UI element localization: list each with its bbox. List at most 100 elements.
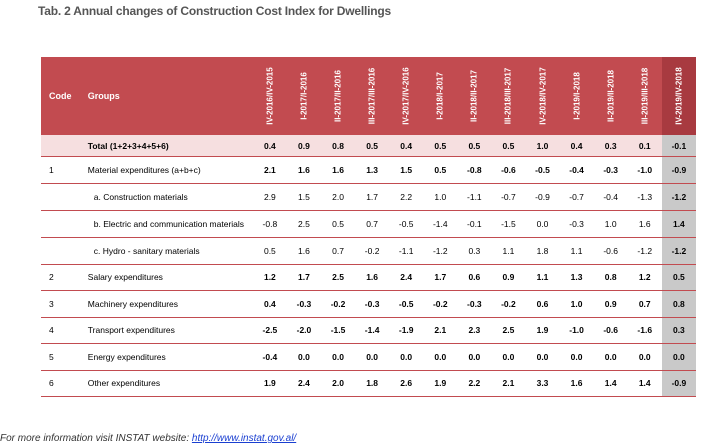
value-cell: -0.9 — [525, 183, 560, 211]
value-cell: -1.4 — [423, 210, 458, 238]
period-column-header: II-2017/II-2016 — [321, 57, 356, 135]
period-label: IV-2018/IV-2017 — [538, 67, 547, 125]
table-row: c. Hydro - sanitary materials 0.5 1.6 0.7 -0… — [41, 237, 696, 265]
value-cell: 0.5 — [423, 156, 458, 184]
table-row: Total (1+2+3+4+5+6) 0.4 0.9 0.8 0.5 0.4 0.5 0.5… — [41, 135, 696, 157]
value-cell: 1.0 — [593, 210, 628, 238]
value-cell: 0.5 — [355, 135, 390, 157]
value-cell: 0.0 — [525, 210, 560, 238]
value-cell: -0.3 — [286, 290, 321, 318]
period-column-header: I-2018/I-2017 — [423, 57, 458, 135]
value-cell: 1.8 — [355, 370, 390, 397]
period-label: IV-2019/IV-2018 — [674, 67, 684, 125]
value-cell: 2.5 — [286, 210, 321, 238]
value-cell: 0.6 — [457, 264, 492, 291]
value-cell: 1.6 — [286, 237, 321, 265]
value-cell: 1.9 — [252, 370, 287, 397]
row-group: Machinery expenditures — [79, 290, 253, 318]
value-cell: 2.1 — [491, 370, 526, 397]
value-cell: -2.5 — [252, 317, 287, 344]
period-column-header: IV-2018/IV-2017 — [525, 57, 560, 135]
value-cell: 0.5 — [423, 135, 458, 157]
value-cell: 0.0 — [525, 343, 560, 371]
value-cell: -0.5 — [389, 290, 424, 318]
value-cell: 0.3 — [661, 317, 696, 344]
table-row: b. Electric and communication materials -… — [41, 210, 696, 238]
row-code: 6 — [41, 370, 80, 397]
value-cell: 0.3 — [457, 237, 492, 265]
period-column-header: III-2019/III-2018 — [627, 57, 662, 135]
row-group: Total (1+2+3+4+5+6) — [79, 135, 253, 157]
row-code — [41, 210, 80, 238]
value-cell: -1.1 — [389, 237, 424, 265]
value-cell: 1.7 — [286, 264, 321, 291]
groups-column-header: Groups — [79, 57, 253, 135]
row-code: 3 — [41, 290, 80, 318]
table-row: 6 Other expenditures 1.9 2.4 2.0 1.8 2.6 1.9 2.2… — [41, 370, 696, 397]
value-cell: 0.0 — [286, 343, 321, 371]
row-group: Material expenditures (a+b+c) — [79, 156, 253, 184]
value-cell: -0.9 — [661, 156, 696, 184]
value-cell: -0.3 — [593, 156, 628, 184]
value-cell: 0.6 — [525, 290, 560, 318]
value-cell: -0.8 — [457, 156, 492, 184]
value-cell: -0.5 — [389, 210, 424, 238]
value-cell: -0.4 — [593, 183, 628, 211]
value-cell: 1.7 — [423, 264, 458, 291]
value-cell: 1.9 — [423, 370, 458, 397]
value-cell: 0.8 — [321, 135, 356, 157]
instat-website-link[interactable]: http://www.instat.gov.al/ — [191, 433, 297, 444]
value-cell: 1.1 — [559, 237, 594, 265]
period-label: IV-2017/IV-2016 — [401, 67, 411, 125]
value-cell: -1.1 — [457, 183, 492, 211]
value-cell: 0.4 — [389, 135, 424, 157]
value-cell: 0.0 — [389, 343, 424, 371]
value-cell: 0.8 — [593, 264, 628, 291]
value-cell: -0.4 — [559, 156, 594, 184]
row-group: Other expenditures — [79, 370, 253, 397]
value-cell: -0.6 — [593, 317, 628, 344]
value-cell: 0.5 — [252, 237, 287, 265]
value-cell: -0.9 — [661, 370, 696, 397]
value-cell: 1.4 — [593, 370, 628, 397]
value-cell: -1.4 — [355, 317, 390, 344]
value-cell: -1.2 — [627, 237, 662, 265]
period-column-header: III-2018/III-2017 — [491, 57, 526, 135]
value-cell: -0.7 — [491, 183, 526, 211]
value-cell: -0.3 — [355, 290, 390, 318]
value-cell: 0.0 — [321, 343, 356, 371]
value-cell: 0.4 — [252, 290, 287, 318]
value-cell: 3.3 — [525, 370, 560, 397]
value-cell: 0.0 — [355, 343, 390, 371]
footer-text: For more information visit INSTAT websit… — [0, 433, 192, 444]
period-label: IV-2016/IV-2015 — [265, 67, 275, 125]
row-group: Salary expenditures — [79, 264, 253, 291]
value-cell: -0.2 — [491, 290, 526, 318]
period-label: I-2018/I-2017 — [435, 72, 445, 120]
value-cell: -0.6 — [491, 156, 526, 184]
value-cell: -0.7 — [559, 183, 594, 211]
table-header-row: Code Groups IV-2016/IV-2015 I-2017/I-2016… — [41, 57, 696, 135]
value-cell: 0.0 — [661, 343, 696, 371]
value-cell: 2.3 — [457, 317, 492, 344]
value-cell: 2.0 — [321, 183, 356, 211]
value-cell: -1.2 — [661, 237, 696, 265]
value-cell: -1.9 — [389, 317, 424, 344]
value-cell: 1.3 — [355, 156, 390, 184]
period-label: III-2017/III-2016 — [367, 67, 377, 125]
row-group: b. Electric and communication materials — [79, 210, 253, 238]
period-column-header: II-2019/II-2018 — [593, 57, 628, 135]
value-cell: 2.4 — [389, 264, 424, 291]
value-cell: 1.3 — [559, 264, 594, 291]
period-label: II-2017/II-2016 — [333, 69, 343, 123]
value-cell: 2.5 — [321, 264, 356, 291]
period-column-header: I-2019/I-2018 — [559, 57, 594, 135]
value-cell: 0.4 — [559, 135, 594, 157]
value-cell: -0.3 — [559, 210, 594, 238]
row-group: Transport expenditures — [79, 317, 253, 344]
value-cell: 2.5 — [491, 317, 526, 344]
period-column-header: III-2017/III-2016 — [355, 57, 390, 135]
footer-note: For more information visit INSTAT websit… — [0, 433, 296, 444]
row-code: 4 — [41, 317, 80, 344]
row-group: c. Hydro - sanitary materials — [79, 237, 253, 265]
